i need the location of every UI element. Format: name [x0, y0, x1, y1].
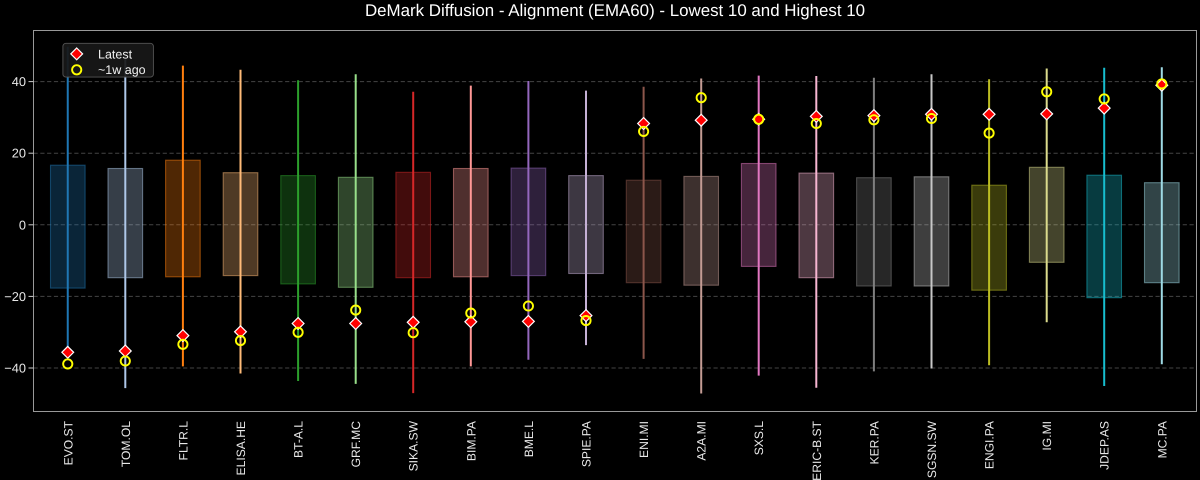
svg-text:BME.L: BME.L: [522, 421, 536, 458]
svg-text:TOM.OL: TOM.OL: [119, 421, 133, 467]
svg-text:FLTR.L: FLTR.L: [176, 421, 190, 461]
svg-text:ENGI.PA: ENGI.PA: [983, 420, 997, 469]
svg-text:JDEP.AS: JDEP.AS: [1098, 421, 1112, 470]
svg-text:SGSN.SW: SGSN.SW: [925, 420, 939, 478]
svg-text:IG.MI: IG.MI: [1040, 421, 1054, 451]
svg-text:BIM.PA: BIM.PA: [464, 420, 478, 461]
svg-text:ELISA.HE: ELISA.HE: [234, 421, 248, 475]
svg-text:EVO.ST: EVO.ST: [61, 420, 75, 465]
svg-text:−40: −40: [4, 361, 26, 376]
svg-text:BT-A.L: BT-A.L: [292, 421, 306, 458]
svg-text:SXS.L: SXS.L: [752, 421, 766, 456]
svg-text:SIKA.SW: SIKA.SW: [407, 420, 421, 471]
svg-text:GRF.MC: GRF.MC: [349, 421, 363, 468]
svg-text:A2A.MI: A2A.MI: [695, 421, 709, 461]
svg-text:~1w ago: ~1w ago: [98, 63, 146, 77]
svg-text:DeMark Diffusion - Alignment (: DeMark Diffusion - Alignment (EMA60) - L…: [365, 1, 865, 20]
svg-text:20: 20: [12, 146, 26, 161]
svg-text:SPIE.PA: SPIE.PA: [580, 420, 594, 467]
svg-text:ERIC-B.ST: ERIC-B.ST: [810, 420, 824, 480]
svg-text:MC.PA: MC.PA: [1155, 420, 1169, 458]
svg-text:Latest: Latest: [98, 47, 133, 61]
svg-text:ENI.MI: ENI.MI: [637, 421, 651, 458]
svg-text:40: 40: [12, 74, 26, 89]
svg-text:KER.PA: KER.PA: [867, 420, 881, 464]
svg-text:−20: −20: [4, 289, 26, 304]
svg-text:0: 0: [19, 217, 26, 232]
